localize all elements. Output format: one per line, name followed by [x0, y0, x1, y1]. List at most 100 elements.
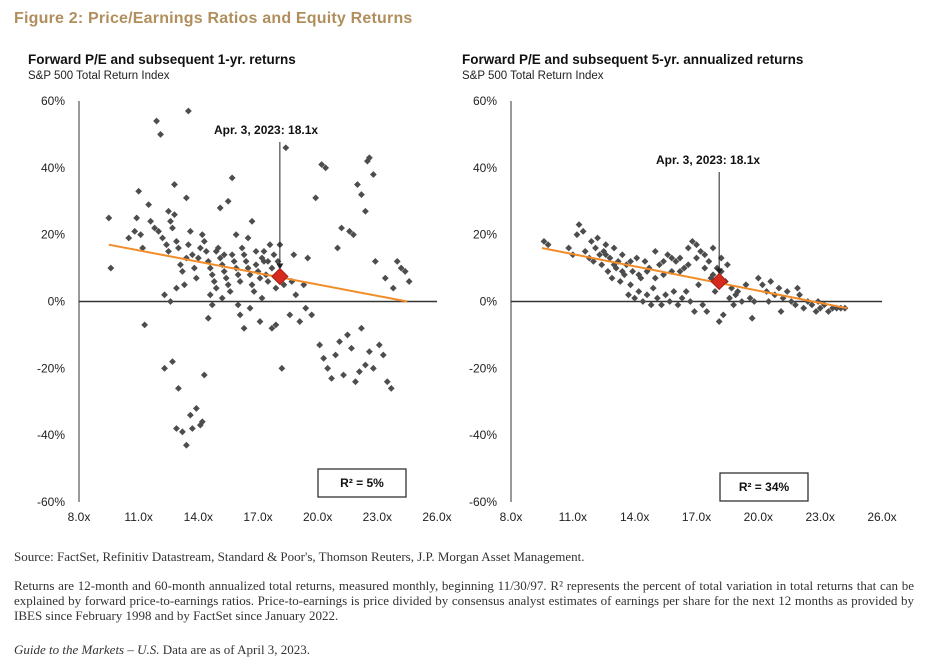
data-point — [240, 324, 248, 332]
data-point — [746, 294, 754, 302]
r2-label: R² = 5% — [340, 476, 384, 490]
data-point — [709, 271, 717, 279]
data-point — [627, 258, 634, 265]
y-tick-label: -60% — [37, 495, 65, 509]
data-point — [236, 311, 244, 319]
r2-box — [719, 472, 809, 502]
data-point — [165, 207, 172, 215]
data-point — [226, 288, 234, 295]
data-point — [678, 294, 686, 302]
data-point — [709, 244, 717, 252]
data-point — [248, 217, 256, 225]
data-point — [356, 368, 363, 376]
data-point — [666, 298, 674, 305]
data-point — [292, 291, 300, 299]
data-point — [236, 278, 244, 285]
data-point — [230, 258, 238, 265]
data-point — [264, 258, 272, 265]
data-point — [228, 174, 236, 182]
data-point — [332, 351, 339, 359]
data-point — [183, 194, 190, 202]
data-point — [651, 274, 659, 282]
x-tick-label: 20.0x — [744, 510, 773, 524]
x-tick-label: 8.0x — [500, 510, 523, 524]
y-tick-label: -40% — [37, 428, 65, 442]
data-point — [594, 234, 601, 242]
data-point — [649, 284, 657, 292]
data-point — [579, 227, 587, 235]
annotation-arrowhead — [715, 268, 723, 275]
data-point — [604, 268, 612, 275]
data-point — [334, 244, 341, 252]
data-point — [302, 304, 310, 312]
data-point — [664, 251, 672, 259]
trend-line — [541, 247, 848, 310]
data-point — [256, 318, 264, 325]
data-point — [686, 298, 694, 305]
data-point — [224, 197, 232, 205]
data-point — [618, 251, 626, 259]
data-point — [348, 344, 355, 352]
data-point — [246, 304, 254, 312]
x-tick-label: 23.0x — [805, 510, 834, 524]
data-point — [829, 304, 836, 312]
annotation-label: Apr. 3, 2023: 18.1x — [656, 153, 760, 167]
x-tick-label: 20.0x — [303, 510, 332, 524]
data-point — [218, 294, 226, 302]
data-point — [672, 258, 680, 265]
data-point — [401, 268, 409, 275]
data-point — [643, 291, 651, 299]
data-point — [350, 231, 357, 239]
data-point — [816, 304, 824, 312]
data-point — [161, 291, 168, 299]
data-point — [300, 281, 308, 289]
y-tick-label: -20% — [37, 361, 65, 375]
data-point — [304, 254, 312, 262]
y-tick-label: 60% — [41, 94, 65, 108]
x-tick-label: 26.0x — [422, 510, 451, 524]
data-point — [286, 311, 294, 319]
data-point — [680, 264, 688, 272]
data-point — [222, 274, 230, 282]
data-point — [151, 224, 158, 232]
data-point — [228, 251, 236, 259]
data-point — [159, 234, 166, 242]
y-tick-label: 0% — [480, 295, 498, 309]
data-point — [338, 224, 345, 232]
data-point — [220, 251, 228, 259]
data-point — [596, 251, 604, 259]
data-point — [610, 244, 618, 252]
data-point — [212, 284, 220, 292]
data-point — [190, 264, 198, 272]
data-point — [175, 384, 182, 392]
data-point — [290, 251, 298, 259]
data-point — [381, 274, 389, 282]
data-point — [639, 298, 647, 305]
data-point — [598, 261, 606, 269]
y-tick-label: -20% — [469, 361, 497, 375]
data-point — [662, 291, 669, 299]
data-point — [540, 237, 548, 245]
data-point — [653, 294, 661, 302]
data-point — [184, 107, 192, 115]
x-tick-label: 11.0x — [559, 510, 587, 524]
data-point — [358, 191, 365, 198]
current-pe-marker — [271, 267, 289, 286]
guide-note: Guide to the Markets – U.S. Data are as … — [14, 642, 310, 658]
data-point — [248, 281, 256, 289]
data-point — [674, 301, 682, 309]
data-point — [177, 261, 184, 269]
data-point — [125, 234, 133, 242]
data-point — [250, 288, 258, 295]
data-point — [161, 364, 168, 372]
data-point — [362, 207, 369, 215]
data-point — [232, 231, 240, 239]
data-point — [184, 241, 192, 249]
data-point — [278, 364, 286, 372]
data-point — [167, 298, 174, 305]
data-point — [252, 247, 260, 255]
data-point — [254, 268, 262, 275]
data-point — [186, 227, 194, 235]
data-point — [179, 268, 186, 275]
data-point — [240, 251, 248, 259]
